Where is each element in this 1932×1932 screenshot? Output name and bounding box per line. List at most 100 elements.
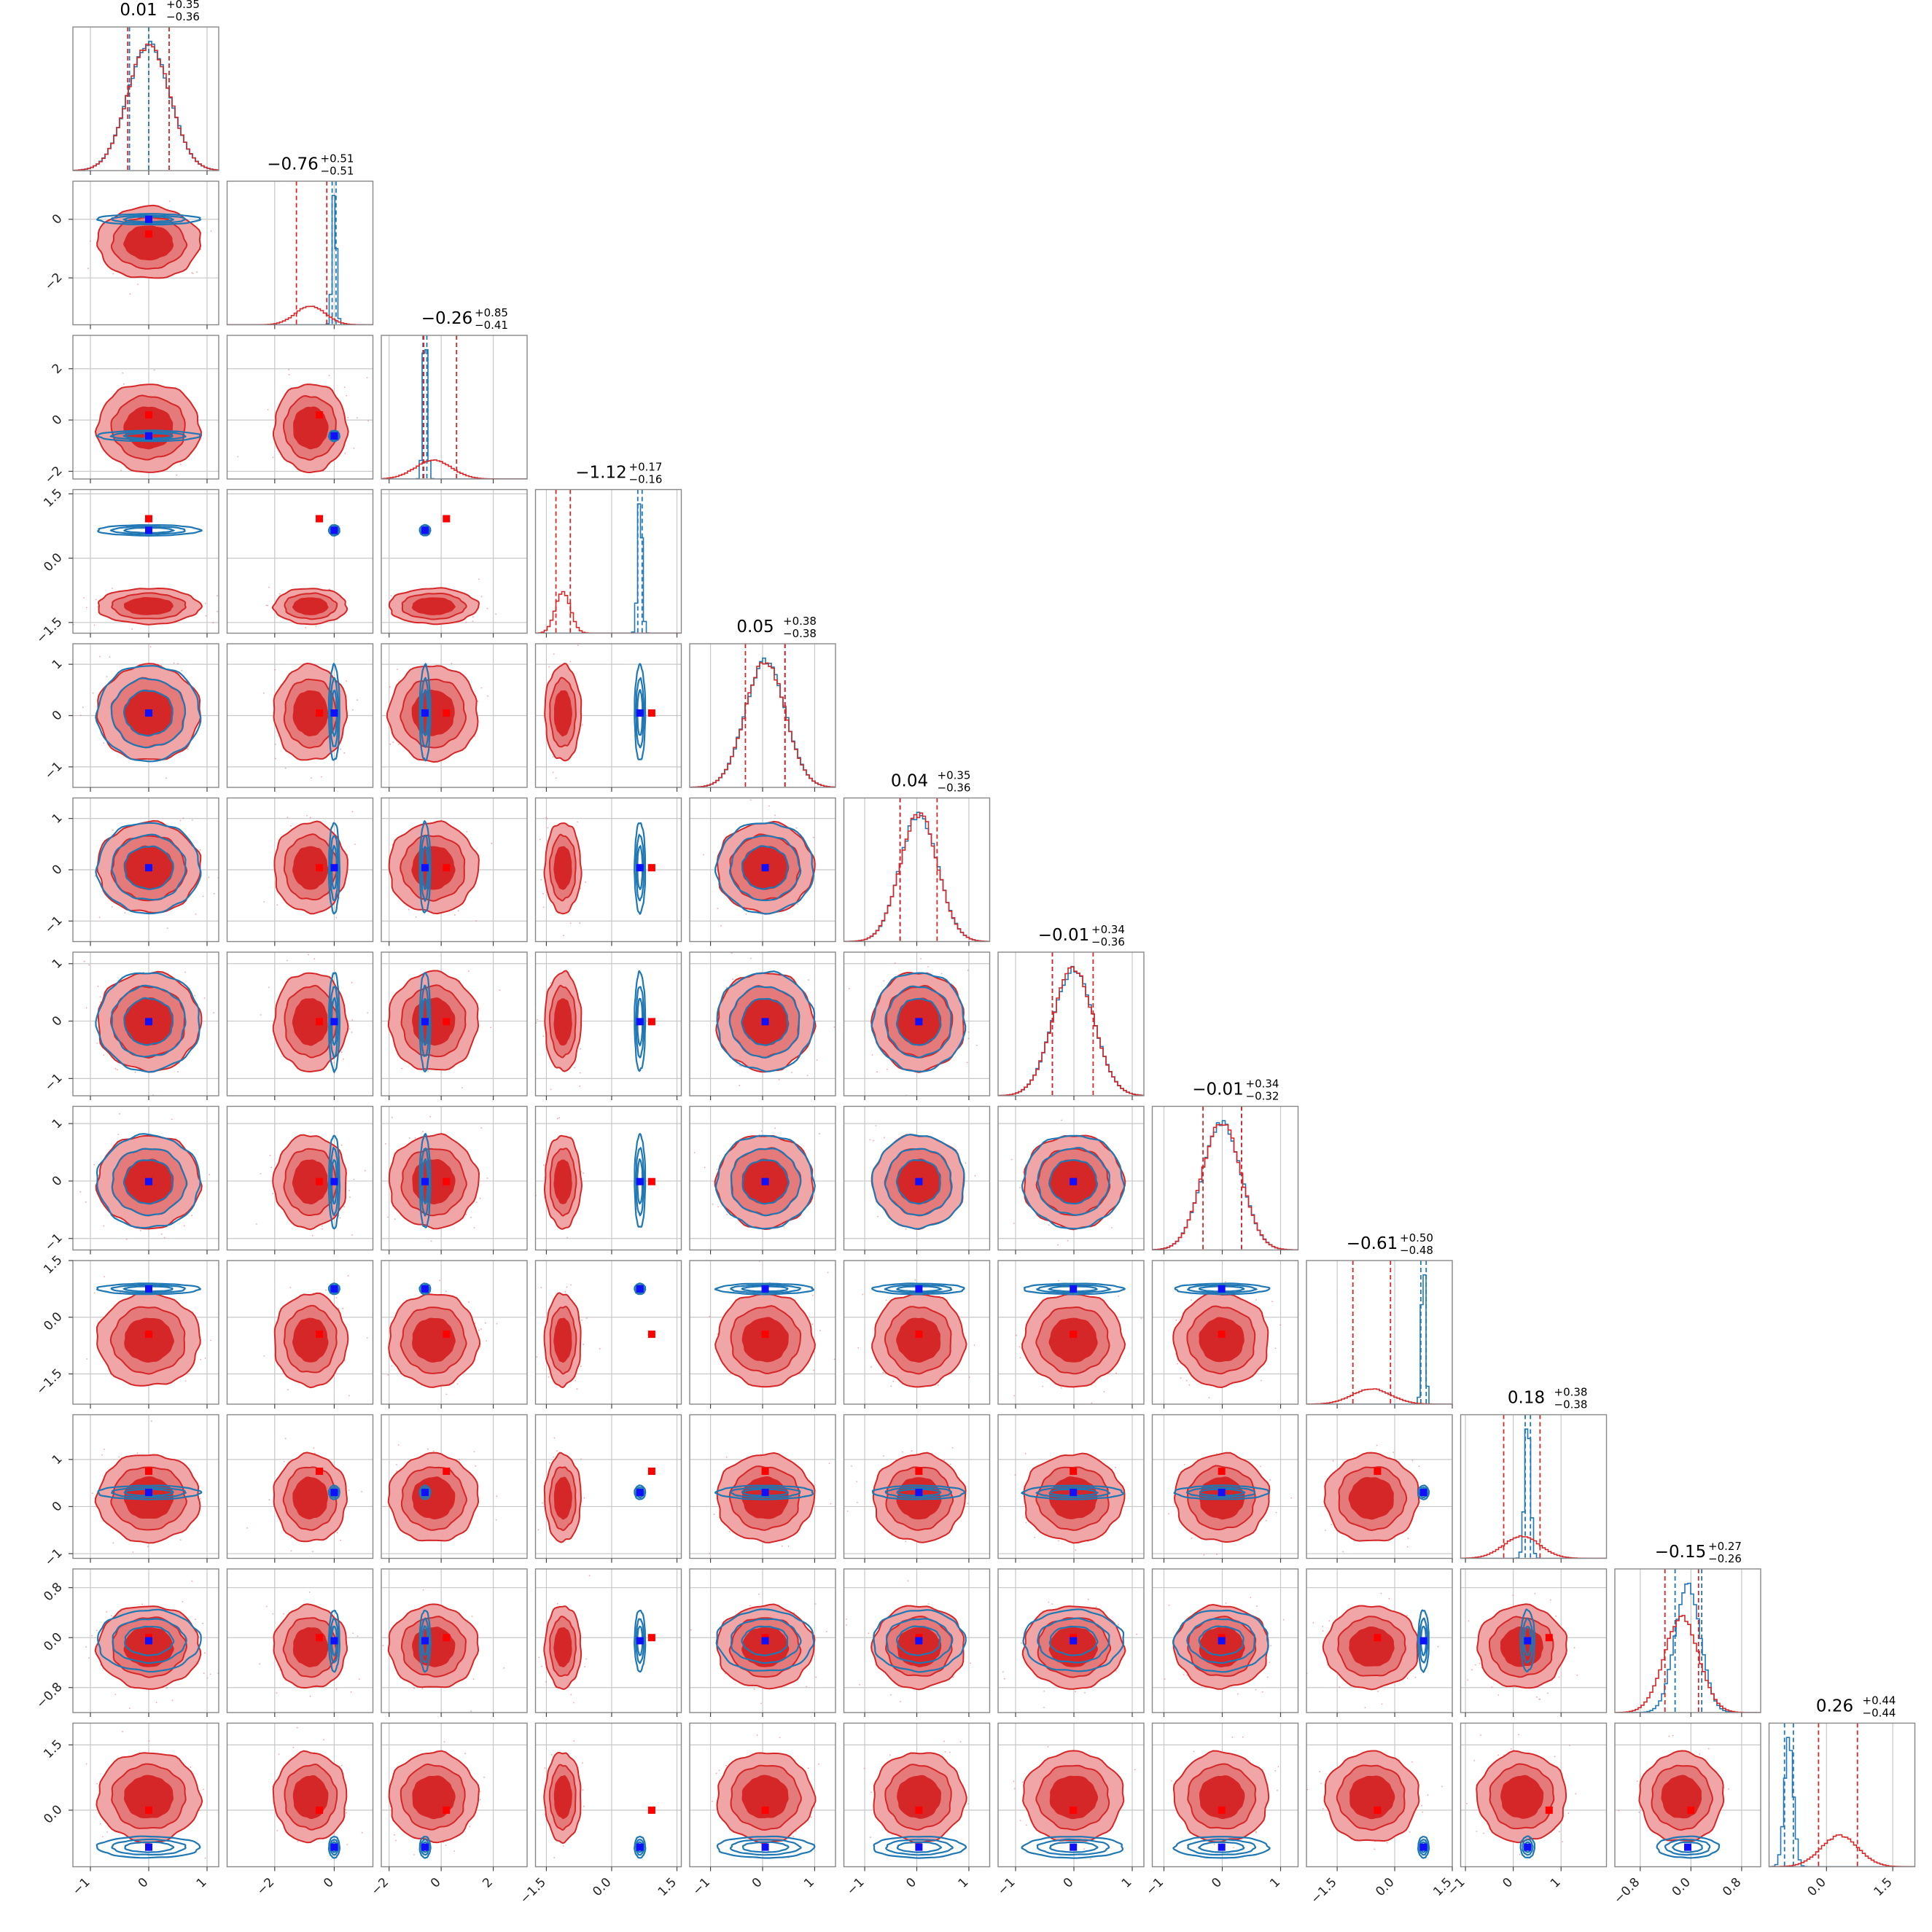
ytick-label-9-1: 0	[50, 1499, 66, 1515]
contour-red-inner-8-4	[741, 1317, 789, 1363]
frame-4-1	[226, 643, 374, 788]
xtick-label-2-1: 0	[428, 1875, 444, 1891]
ytick-label-3-0: −1.5	[34, 615, 65, 646]
frame-11-7	[1151, 1722, 1299, 1868]
contour-panel-5-0: −1 0 1	[42, 797, 219, 946]
marker-blue-9-8	[1419, 1489, 1427, 1497]
marker-red-10-9	[1545, 1634, 1553, 1642]
contour-blue-2-7-0	[122, 1159, 174, 1205]
contour-blue-2-10-0	[124, 1625, 175, 1656]
contour-blue-0-6-1	[328, 971, 341, 1074]
contour-blue-0-9-7	[1173, 1484, 1271, 1500]
contour-blue-1-11-0	[111, 1838, 187, 1856]
contour-blue-2-3-0	[123, 526, 176, 534]
xtick-label-6-1: 0	[1061, 1875, 1077, 1891]
title-sub-8: −0.48	[1400, 1244, 1433, 1257]
marker-red-9-6	[1070, 1468, 1078, 1476]
contour-blue-1-7-0	[111, 1148, 188, 1217]
marker-red-11-7	[1218, 1806, 1226, 1814]
contour-blue-2-7-6	[1048, 1159, 1099, 1205]
contour-panel-4-2	[381, 643, 528, 792]
title-sup-3: +0.17	[629, 461, 663, 474]
marker-red-9-0	[145, 1468, 152, 1476]
frame-7-6	[997, 1105, 1145, 1251]
marker-blue-10-7	[1218, 1637, 1226, 1645]
marker-blue-4-1	[330, 709, 338, 717]
contour-blue-1-7-6	[1037, 1147, 1110, 1216]
contour-blue-1-11-7	[1187, 1838, 1257, 1856]
contour-blue-0-11-3	[634, 1836, 647, 1859]
ytick-label-3-2: 1.5	[41, 486, 65, 510]
title-sub-2: −0.41	[475, 319, 508, 332]
marker-blue-2-0	[145, 432, 152, 440]
marker-blue-6-4	[761, 1018, 769, 1026]
marker-red-3-0	[145, 515, 152, 523]
marker-red-6-3	[647, 1018, 655, 1026]
frame-9-8	[1306, 1414, 1453, 1559]
frame-4-2	[381, 643, 528, 788]
contour-blue-1-11-10	[1664, 1838, 1711, 1856]
contour-panel-11-9: −1 0 1	[1445, 1722, 1608, 1898]
contour-blue-0-11-9	[1519, 1835, 1536, 1859]
contour-red-inner-11-8	[1349, 1775, 1395, 1820]
contour-red-inner-8-6	[1048, 1317, 1098, 1363]
contour-blue-0-2-0	[96, 429, 202, 443]
marker-blue-11-4	[761, 1843, 769, 1851]
xtick-label-7-0: −1	[1143, 1875, 1166, 1898]
contour-red-inner-9-8	[1348, 1476, 1394, 1520]
ytick-label-9-2: 1	[50, 1452, 66, 1468]
marker-red-11-9	[1545, 1806, 1553, 1814]
marker-blue-10-1	[330, 1637, 338, 1645]
contour-panel-1-0: −2 0	[42, 180, 219, 330]
contour-panel-8-6	[997, 1260, 1145, 1409]
contour-panel-6-2	[381, 951, 528, 1100]
contour-red-inner-9-2	[412, 1476, 456, 1520]
contour-blue-2-6-0	[123, 997, 174, 1046]
marker-blue-11-3	[636, 1843, 644, 1851]
contour-blue-0-9-8	[1417, 1484, 1430, 1500]
contour-blue-1-11-3	[635, 1839, 645, 1856]
contour-red-inner-3-1	[292, 597, 329, 615]
ytick-label-8-0: −1.5	[34, 1366, 65, 1398]
marker-blue-11-7	[1218, 1843, 1226, 1851]
contour-blue-0-7-4	[714, 1134, 816, 1230]
contour-panel-9-3	[534, 1414, 682, 1563]
contour-blue-0-5-3	[634, 822, 647, 916]
frame-8-8	[1306, 1260, 1453, 1405]
contour-blue-0-7-2	[418, 1132, 432, 1228]
contour-blue-0-5-0	[95, 822, 202, 915]
contour-panel-6-1	[226, 951, 374, 1100]
title-sup-5: +0.35	[938, 769, 971, 782]
marker-red-7-1	[316, 1177, 324, 1185]
marker-red-11-5	[915, 1806, 923, 1814]
contour-blue-2-9-0	[123, 1488, 174, 1497]
marker-blue-8-1	[330, 1285, 338, 1293]
ytick-label-7-2: 1	[50, 1116, 66, 1132]
frame-4-3	[534, 643, 682, 788]
marker-red-4-2	[443, 709, 451, 717]
hist-panel-0: 0.01 +0.35−0.36	[72, 0, 219, 175]
marker-red-3-2	[443, 515, 451, 523]
contour-blue-1-10-0	[112, 1618, 187, 1664]
contour-red-inner-7-1	[292, 1159, 328, 1204]
contour-red-inner-11-3	[553, 1775, 572, 1820]
contour-red-inner-4-1	[292, 690, 329, 736]
contour-blue-0-10-4	[715, 1608, 815, 1672]
marker-blue-10-0	[145, 1637, 152, 1645]
frame-7-3	[534, 1105, 682, 1251]
xtick-label-9-2: 1	[1548, 1875, 1564, 1891]
contour-panel-10-5	[843, 1568, 991, 1717]
hist-red-3	[535, 591, 682, 634]
contour-red-inner-10-6	[1048, 1627, 1098, 1667]
frame-3-3	[534, 488, 682, 634]
marker-blue-8-4	[761, 1285, 769, 1293]
contour-panel-8-4	[689, 1260, 836, 1409]
hist-blue-6	[998, 965, 1144, 1096]
ytick-label-3-1: 0.0	[41, 550, 65, 574]
contour-blue-0-11-0	[96, 1835, 201, 1859]
contour-blue-2-10-7	[1198, 1625, 1244, 1656]
xtick-label-2-0: −2	[368, 1875, 392, 1898]
contour-blue-0-9-6	[1020, 1484, 1125, 1500]
contour-blue-0-11-6	[1021, 1836, 1124, 1859]
contour-blue-0-3-0	[97, 523, 203, 537]
